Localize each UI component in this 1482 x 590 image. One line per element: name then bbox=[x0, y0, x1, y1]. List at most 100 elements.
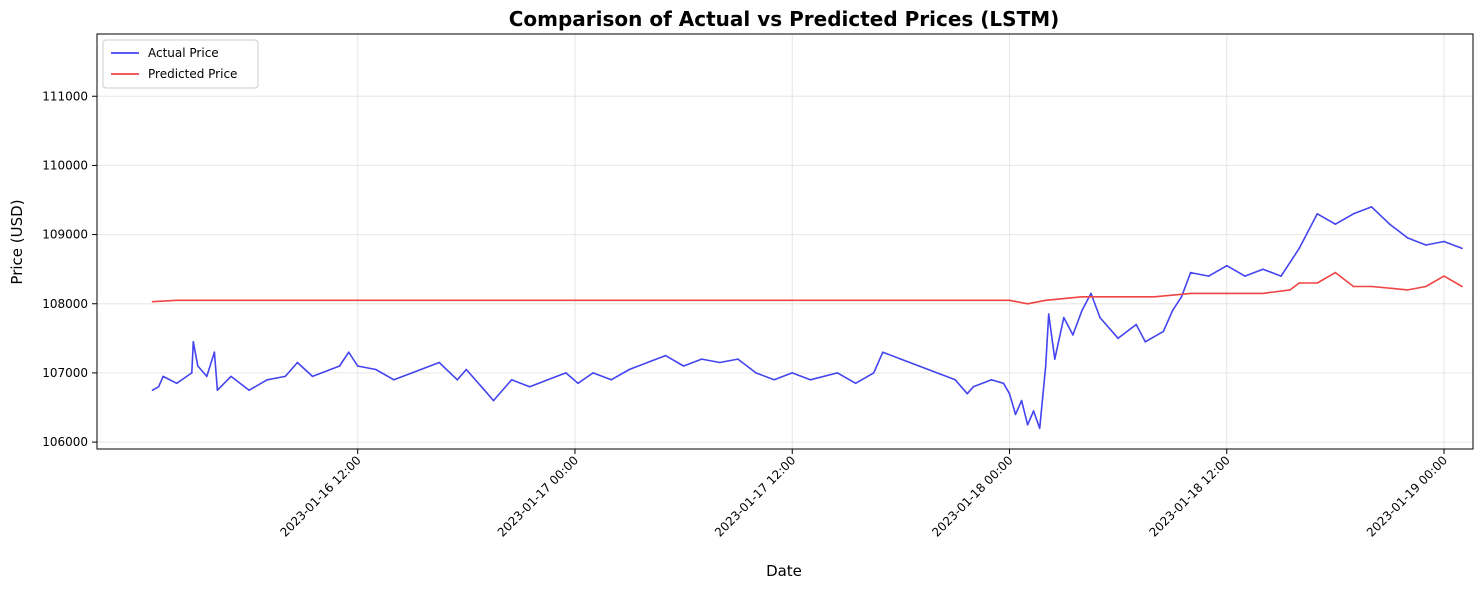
data-point bbox=[900, 299, 902, 302]
data-point bbox=[216, 389, 219, 392]
data-point bbox=[1226, 292, 1228, 295]
data-point bbox=[1370, 285, 1373, 288]
data-point bbox=[1014, 413, 1017, 416]
data-point bbox=[1316, 282, 1319, 284]
data-point bbox=[646, 361, 649, 364]
data-point bbox=[592, 372, 594, 374]
data-point bbox=[356, 299, 359, 302]
data-point bbox=[1038, 427, 1041, 430]
data-point bbox=[465, 368, 468, 371]
data-point bbox=[456, 379, 459, 381]
data-point bbox=[1044, 299, 1047, 302]
data-point bbox=[1388, 223, 1391, 225]
data-point bbox=[1008, 299, 1011, 302]
data-point bbox=[1425, 244, 1427, 246]
data-point bbox=[1054, 358, 1056, 360]
data-point bbox=[1135, 323, 1137, 326]
legend-box bbox=[102, 39, 259, 89]
data-point bbox=[230, 375, 232, 378]
data-point bbox=[1280, 275, 1282, 277]
data-point bbox=[1425, 285, 1427, 288]
data-point bbox=[1002, 382, 1005, 385]
data-point bbox=[296, 361, 299, 364]
data-point bbox=[1407, 289, 1409, 291]
data-point bbox=[483, 389, 486, 392]
data-point bbox=[192, 341, 195, 343]
data-point bbox=[1262, 268, 1264, 271]
data-point bbox=[1352, 213, 1355, 215]
data-point bbox=[1189, 292, 1192, 295]
data-point bbox=[1370, 206, 1373, 208]
data-point bbox=[1298, 247, 1300, 250]
data-point bbox=[1047, 313, 1050, 315]
data-point bbox=[191, 372, 193, 374]
data-point bbox=[528, 386, 531, 388]
data-point bbox=[1207, 275, 1210, 277]
data-point bbox=[1334, 271, 1337, 274]
data-point bbox=[966, 392, 969, 395]
data-point bbox=[565, 372, 567, 374]
data-point bbox=[719, 361, 721, 364]
data-point bbox=[1461, 247, 1463, 250]
data-point bbox=[284, 375, 287, 378]
data-point bbox=[574, 299, 576, 302]
legend-label: Predicted Price bbox=[148, 67, 237, 81]
y-tick-label: 106000 bbox=[42, 435, 88, 449]
data-point bbox=[547, 379, 549, 381]
data-point bbox=[1063, 316, 1065, 319]
data-point bbox=[206, 375, 208, 378]
data-point bbox=[1026, 303, 1029, 305]
data-point bbox=[248, 389, 250, 392]
data-point bbox=[1081, 309, 1083, 312]
data-point bbox=[510, 379, 513, 381]
data-point bbox=[356, 365, 359, 367]
data-point bbox=[1117, 296, 1119, 298]
data-point bbox=[936, 372, 938, 374]
y-tick-label: 111000 bbox=[42, 89, 88, 103]
data-point bbox=[1334, 223, 1337, 225]
data-point bbox=[411, 372, 413, 374]
x-axis-label: Date bbox=[766, 562, 802, 580]
data-point bbox=[248, 299, 250, 302]
data-point bbox=[700, 358, 703, 360]
data-point bbox=[791, 372, 793, 374]
data-point bbox=[900, 358, 902, 360]
legend: Actual Price Predicted Price bbox=[102, 39, 259, 89]
legend-label: Actual Price bbox=[148, 46, 219, 60]
data-point bbox=[1162, 330, 1165, 333]
data-point bbox=[773, 379, 775, 381]
y-axis-label: Price (USD) bbox=[8, 199, 26, 284]
data-point bbox=[791, 299, 793, 302]
data-point bbox=[438, 361, 441, 364]
data-point bbox=[1244, 275, 1246, 277]
data-point bbox=[577, 382, 579, 385]
data-point bbox=[393, 379, 395, 381]
y-tick-label: 107000 bbox=[42, 366, 88, 380]
data-point bbox=[1316, 213, 1319, 215]
data-point bbox=[1180, 296, 1183, 298]
data-point bbox=[737, 358, 739, 360]
data-point bbox=[347, 351, 350, 354]
data-point bbox=[882, 351, 884, 354]
y-tick-label: 110000 bbox=[42, 158, 88, 172]
data-point bbox=[1289, 289, 1291, 291]
data-point bbox=[1443, 275, 1445, 277]
data-point bbox=[311, 375, 314, 378]
data-point bbox=[1032, 410, 1035, 412]
data-point bbox=[375, 368, 377, 371]
data-point bbox=[755, 372, 757, 374]
series-layer bbox=[151, 206, 1463, 430]
data-point bbox=[872, 372, 875, 374]
data-point bbox=[157, 386, 160, 388]
data-point bbox=[1117, 337, 1119, 340]
data-point bbox=[338, 365, 341, 367]
data-point bbox=[1461, 285, 1463, 288]
data-point bbox=[162, 375, 164, 378]
plot-frame bbox=[96, 33, 1474, 450]
data-point bbox=[197, 365, 199, 367]
data-point bbox=[266, 379, 269, 381]
data-point bbox=[151, 389, 154, 392]
data-point bbox=[664, 354, 667, 357]
data-point bbox=[1171, 309, 1174, 312]
data-point bbox=[1090, 292, 1092, 295]
